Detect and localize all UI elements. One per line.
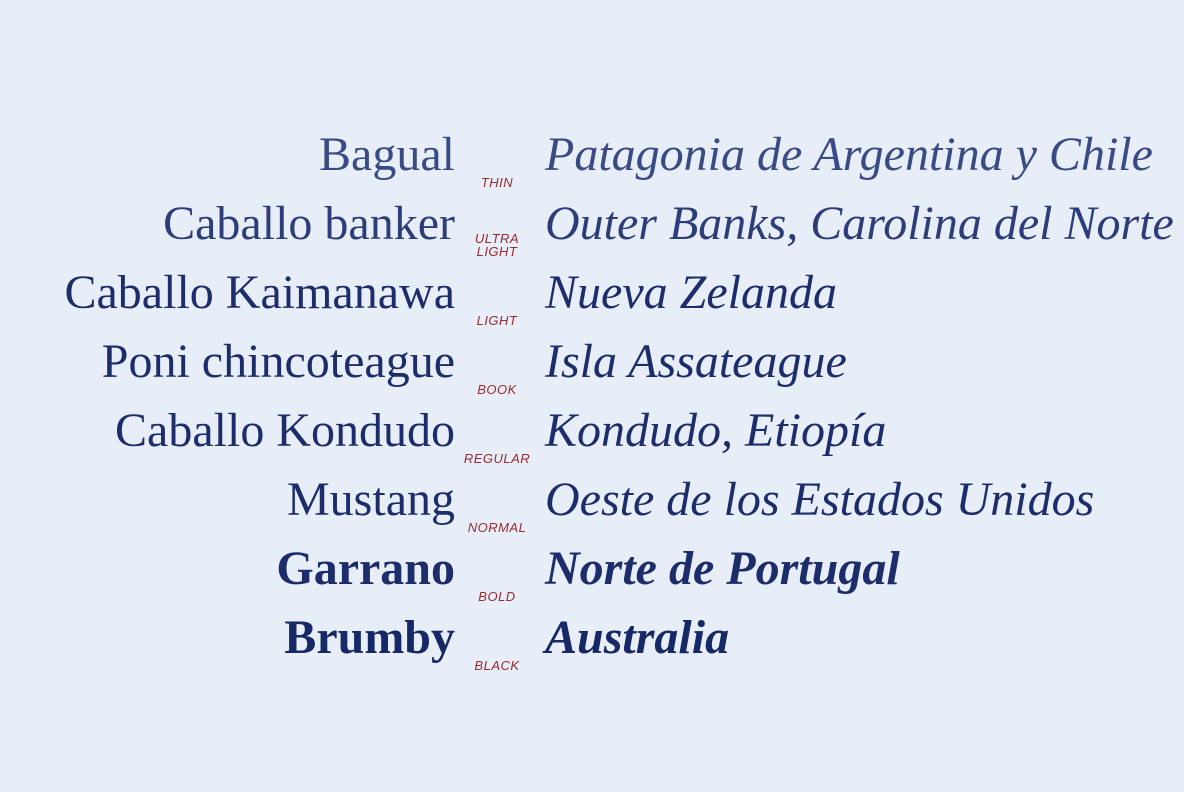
weight-label: LIGHT — [476, 313, 518, 328]
specimen-row-regular: Caballo Kondudo REGULAR Kondudo, Etiopía — [0, 386, 1184, 466]
specimen-row-book: Poni chincoteague BOOK Isla Assateague — [0, 317, 1184, 397]
horse-name: Mustang — [287, 473, 455, 526]
place-name: Patagonia de Argentina y Chile — [545, 128, 1153, 181]
place-name: Nueva Zelanda — [545, 266, 837, 319]
weight-label: BOOK — [477, 382, 517, 397]
specimen-row-light: Caballo Kaimanawa LIGHT Nueva Zelanda — [0, 248, 1184, 328]
weight-label: ULTRA LIGHT — [474, 231, 520, 259]
horse-name: Caballo Kaimanawa — [64, 266, 455, 319]
weight-label: BLACK — [474, 658, 520, 673]
place-name: Australia — [545, 611, 730, 664]
place-name: Norte de Portugal — [545, 542, 900, 595]
place-name: Kondudo, Etiopía — [545, 404, 887, 457]
weight-label: REGULAR — [463, 451, 531, 466]
specimen-row-ultra-light: Caballo banker ULTRA LIGHT Outer Banks, … — [0, 179, 1184, 259]
specimen-row-bold: Garrano BOLD Norte de Portugal — [0, 524, 1184, 604]
weight-label: BOLD — [478, 589, 516, 604]
horse-name: Brumby — [284, 611, 455, 664]
horse-name: Caballo banker — [163, 197, 455, 250]
horse-name: Caballo Kondudo — [115, 404, 455, 457]
horse-name: Bagual — [319, 128, 455, 181]
specimen-row-normal: Mustang NORMAL Oeste de los Estados Unid… — [0, 455, 1184, 535]
specimen-row-black: Brumby BLACK Australia — [0, 593, 1184, 673]
horse-name: Garrano — [276, 542, 455, 595]
place-name: Outer Banks, Carolina del Norte — [545, 197, 1174, 250]
place-name: Oeste de los Estados Unidos — [545, 473, 1095, 526]
place-name: Isla Assateague — [545, 335, 847, 388]
specimen-row-thin: Bagual THIN Patagonia de Argentina y Chi… — [0, 110, 1184, 190]
weight-label: THIN — [480, 175, 514, 190]
weight-label: NORMAL — [467, 520, 527, 535]
horse-name: Poni chincoteague — [101, 335, 455, 388]
